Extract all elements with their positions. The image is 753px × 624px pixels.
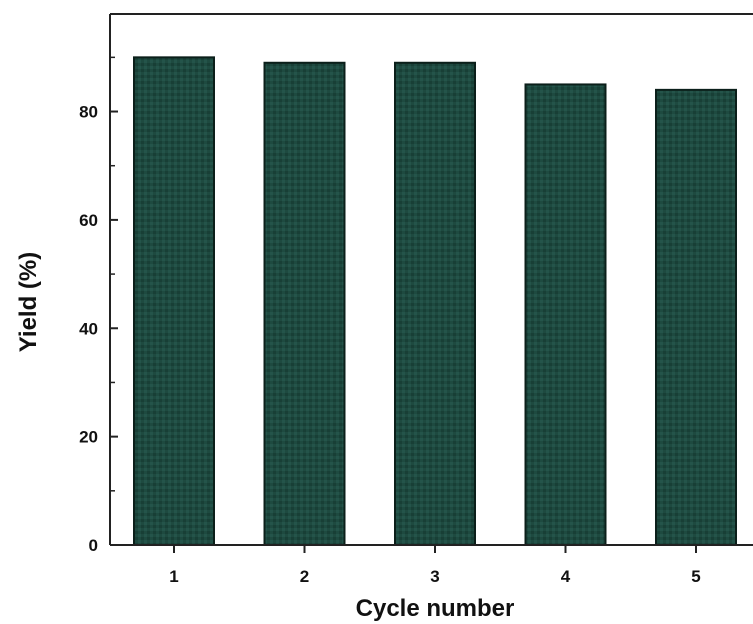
x-tick-label-4: 4	[561, 567, 571, 586]
labels-layer: Cycle number Yield (%) 0 20 40 60 80 1 2 3 4 5	[15, 103, 701, 622]
y-tick-label-0: 0	[89, 536, 98, 555]
x-tick-label-5: 5	[691, 567, 700, 586]
y-tick-label-20: 20	[79, 428, 98, 447]
bar-cycle-5	[655, 88, 737, 546]
x-tick-label-1: 1	[169, 567, 178, 586]
y-tick-label-80: 80	[79, 103, 98, 122]
y-tick-label-40: 40	[79, 319, 98, 338]
bar-cycle-4	[524, 83, 607, 546]
bars-layer	[133, 56, 737, 547]
bar-cycle-1	[133, 56, 215, 547]
y-tick-label-60: 60	[79, 211, 98, 230]
bar-cycle-2	[263, 61, 346, 546]
axes-layer	[109, 13, 753, 553]
y-axis-title: Yield (%)	[15, 252, 42, 352]
bar-cycle-3	[394, 61, 476, 546]
x-tick-label-3: 3	[430, 567, 439, 586]
x-axis-title: Cycle number	[356, 595, 515, 622]
x-tick-label-2: 2	[300, 567, 309, 586]
